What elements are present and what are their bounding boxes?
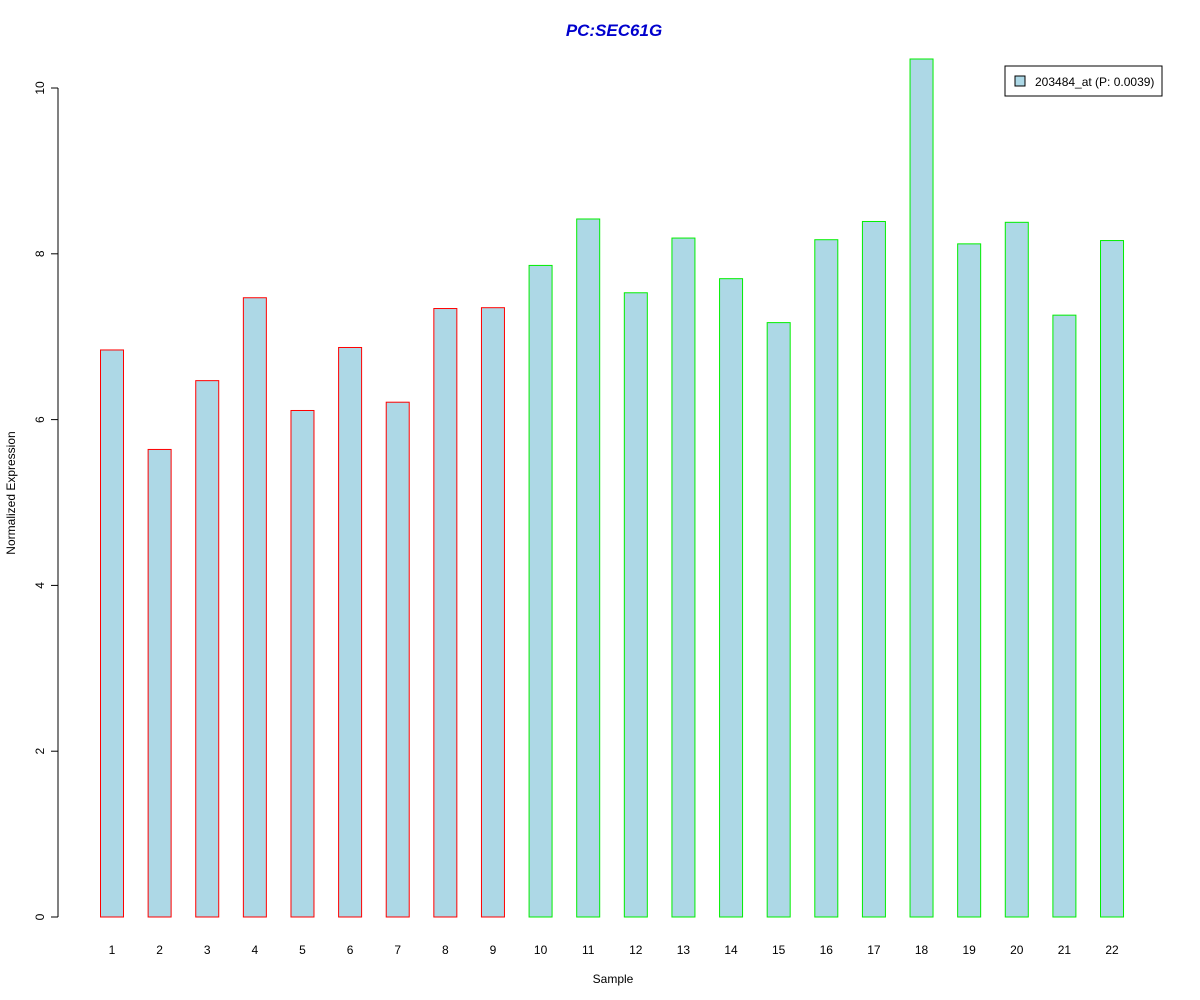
y-tick-label: 0 [33,913,47,920]
x-tick-label: 20 [1010,943,1024,957]
bars [100,58,1125,918]
x-tick-labels: 1 2 3 4 5 6 7 8 9 10 11 12 13 14 15 16 17 18 19 20 21 22 [109,943,1119,957]
bar [1004,221,1029,918]
y-tick-label: 10 [33,81,47,95]
bar [195,380,220,918]
bar [528,264,553,918]
y-tick-label: 6 [33,416,47,423]
y-tick-label: 2 [33,748,47,755]
x-tick-label: 8 [442,943,449,957]
bar [1052,314,1077,918]
legend-swatch [1014,75,1026,87]
x-tick-label: 4 [252,943,259,957]
x-tick-label: 1 [109,943,116,957]
x-tick-label: 15 [772,943,786,957]
x-tick-label: 7 [394,943,401,957]
bar [1100,240,1125,918]
x-tick-label: 18 [915,943,929,957]
x-tick-label: 2 [156,943,163,957]
x-tick-label: 10 [534,943,548,957]
bar [766,322,791,918]
x-tick-label: 13 [677,943,691,957]
bar [433,308,458,918]
x-tick-label: 6 [347,943,354,957]
x-tick-label: 22 [1105,943,1119,957]
bar [814,239,839,918]
legend-box [1004,65,1163,97]
bar [100,349,124,918]
x-tick-label: 12 [629,943,643,957]
bar [147,448,172,918]
legend: 203484_at (P: 0.0039) [1004,65,1163,97]
legend-label: 203484_at (P: 0.0039) [1035,75,1154,89]
bar [242,297,267,918]
x-tick-label: 14 [724,943,738,957]
x-tick-label: 17 [867,943,881,957]
bar [957,243,982,918]
bar [385,401,410,918]
x-tick-label: 9 [490,943,497,957]
x-tick-label: 11 [582,943,595,957]
x-axis-title: Sample [593,972,634,986]
chart-title: PC:SEC61G [566,21,662,40]
x-tick-label: 3 [204,943,211,957]
bar [290,409,315,918]
bar [480,307,505,918]
x-tick-label: 5 [299,943,306,957]
bar [909,58,934,918]
bar [576,218,601,918]
x-tick-label: 21 [1058,943,1072,957]
bar [623,292,648,918]
bar [719,278,744,918]
y-axis-title: Normalized Expression [4,431,18,554]
bar [338,346,363,918]
bar [861,220,886,918]
y-tick-label: 8 [33,250,47,257]
x-tick-label: 19 [962,943,976,957]
y-tick-label: 4 [33,582,47,589]
y-axis: 0 2 4 6 8 10 [33,81,59,920]
bar [671,237,696,918]
x-tick-label: 16 [820,943,834,957]
